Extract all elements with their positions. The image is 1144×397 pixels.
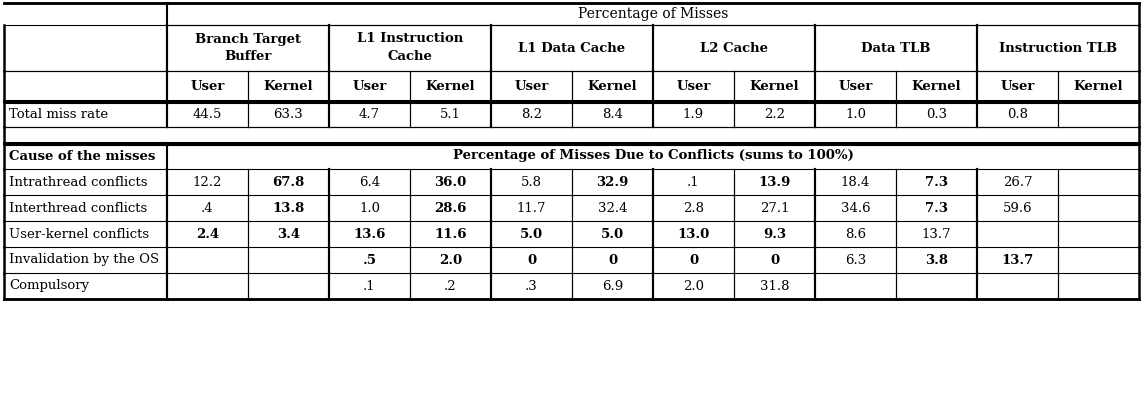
Text: 11.6: 11.6 (435, 227, 467, 241)
Text: Buffer: Buffer (224, 50, 271, 64)
Text: Compulsory: Compulsory (9, 279, 89, 293)
Text: Percentage of Misses Due to Conflicts (sums to 100%): Percentage of Misses Due to Conflicts (s… (453, 150, 853, 162)
Text: 1.0: 1.0 (845, 108, 866, 121)
Text: L2 Cache: L2 Cache (700, 42, 768, 54)
Text: 6.3: 6.3 (845, 254, 866, 266)
Text: .3: .3 (525, 279, 538, 293)
Text: 27.1: 27.1 (760, 202, 789, 214)
Text: 3.4: 3.4 (277, 227, 300, 241)
Text: Invalidation by the OS: Invalidation by the OS (9, 254, 159, 266)
Text: 1.9: 1.9 (683, 108, 704, 121)
Text: Total miss rate: Total miss rate (9, 108, 109, 121)
Text: 0: 0 (689, 254, 698, 266)
Text: User-kernel conflicts: User-kernel conflicts (9, 227, 149, 241)
Text: 5.0: 5.0 (519, 227, 543, 241)
Text: 8.2: 8.2 (521, 108, 542, 121)
Text: User: User (190, 79, 224, 93)
Text: User: User (352, 79, 387, 93)
Text: Kernel: Kernel (912, 79, 961, 93)
Text: 5.1: 5.1 (440, 108, 461, 121)
Text: 5.0: 5.0 (601, 227, 625, 241)
Text: User: User (515, 79, 549, 93)
Text: 32.4: 32.4 (598, 202, 627, 214)
Text: Kernel: Kernel (749, 79, 800, 93)
Text: Kernel: Kernel (426, 79, 475, 93)
Text: 28.6: 28.6 (435, 202, 467, 214)
Text: 2.0: 2.0 (439, 254, 462, 266)
Text: 2.2: 2.2 (764, 108, 785, 121)
Text: 0: 0 (770, 254, 779, 266)
Text: Branch Target: Branch Target (194, 33, 301, 46)
Text: User: User (839, 79, 873, 93)
Text: 36.0: 36.0 (435, 175, 467, 189)
Text: Instruction TLB: Instruction TLB (999, 42, 1117, 54)
Text: 7.3: 7.3 (925, 175, 948, 189)
Text: 4.7: 4.7 (359, 108, 380, 121)
Text: L1 Data Cache: L1 Data Cache (518, 42, 626, 54)
Text: 13.9: 13.9 (758, 175, 791, 189)
Text: 18.4: 18.4 (841, 175, 871, 189)
Text: 7.3: 7.3 (925, 202, 948, 214)
Text: 12.2: 12.2 (193, 175, 222, 189)
Text: Percentage of Misses: Percentage of Misses (578, 7, 729, 21)
Text: .1: .1 (688, 175, 700, 189)
Text: 0.3: 0.3 (925, 108, 947, 121)
Text: 1.0: 1.0 (359, 202, 380, 214)
Text: 8.4: 8.4 (602, 108, 623, 121)
Text: 67.8: 67.8 (272, 175, 304, 189)
Text: 0: 0 (607, 254, 617, 266)
Text: 0.8: 0.8 (1007, 108, 1028, 121)
Text: 6.9: 6.9 (602, 279, 623, 293)
Text: Kernel: Kernel (1074, 79, 1123, 93)
Text: User: User (676, 79, 710, 93)
Text: Data TLB: Data TLB (861, 42, 931, 54)
Text: 63.3: 63.3 (273, 108, 303, 121)
Text: User: User (1000, 79, 1034, 93)
Text: Cause of the misses: Cause of the misses (9, 150, 156, 162)
Text: Cache: Cache (388, 50, 432, 64)
Text: 32.9: 32.9 (596, 175, 629, 189)
Text: 13.8: 13.8 (272, 202, 304, 214)
Text: Kernel: Kernel (263, 79, 313, 93)
Text: 8.6: 8.6 (845, 227, 866, 241)
Text: 26.7: 26.7 (1002, 175, 1032, 189)
Text: 9.3: 9.3 (763, 227, 786, 241)
Text: 13.7: 13.7 (1001, 254, 1034, 266)
Text: L1 Instruction: L1 Instruction (357, 33, 463, 46)
Text: 34.6: 34.6 (841, 202, 871, 214)
Text: 13.7: 13.7 (922, 227, 952, 241)
Text: .4: .4 (201, 202, 214, 214)
Text: Intrathread conflicts: Intrathread conflicts (9, 175, 148, 189)
Text: 44.5: 44.5 (193, 108, 222, 121)
Text: 11.7: 11.7 (517, 202, 546, 214)
Text: 31.8: 31.8 (760, 279, 789, 293)
Text: Kernel: Kernel (588, 79, 637, 93)
Text: 59.6: 59.6 (1002, 202, 1032, 214)
Text: 13.6: 13.6 (353, 227, 386, 241)
Text: 2.0: 2.0 (683, 279, 704, 293)
Text: .1: .1 (363, 279, 376, 293)
Text: 5.8: 5.8 (521, 175, 542, 189)
Text: 3.8: 3.8 (925, 254, 948, 266)
Text: 2.4: 2.4 (196, 227, 220, 241)
Text: 6.4: 6.4 (359, 175, 380, 189)
Text: Interthread conflicts: Interthread conflicts (9, 202, 148, 214)
Text: 2.8: 2.8 (683, 202, 704, 214)
Text: .5: .5 (363, 254, 376, 266)
Text: .2: .2 (444, 279, 456, 293)
Text: 0: 0 (527, 254, 537, 266)
Text: 13.0: 13.0 (677, 227, 709, 241)
